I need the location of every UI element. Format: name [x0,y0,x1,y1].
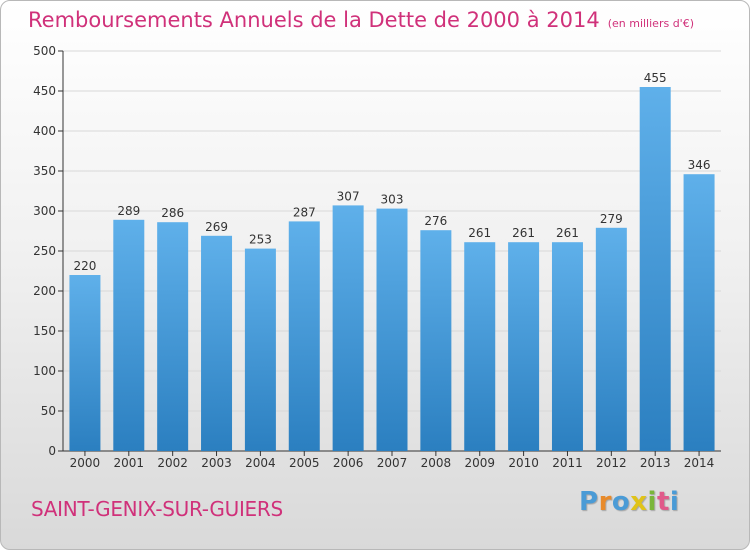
x-tick-label: 2008 [421,456,452,470]
x-tick-label: 2013 [640,456,671,470]
y-tick-label: 100 [33,364,56,378]
data-label: 269 [205,220,228,234]
data-label: 279 [600,212,623,226]
data-label: 220 [73,259,96,273]
x-tick-label: 2000 [70,456,101,470]
x-tick-label: 2012 [596,456,627,470]
x-tick-label: 2005 [289,456,320,470]
data-label: 455 [644,71,667,85]
y-tick-label: 50 [41,404,56,418]
data-label: 253 [249,233,272,247]
y-tick-label: 0 [48,444,56,458]
logo-letter: i [669,487,680,517]
x-tick-label: 2010 [508,456,539,470]
x-tick-label: 2003 [201,456,232,470]
data-label: 346 [688,158,711,172]
y-tick-label: 350 [33,164,56,178]
bar [113,219,145,451]
commune-name: SAINT-GENIX-SUR-GUIERS [31,497,283,521]
bar [508,242,540,451]
bar [595,227,627,451]
chart-title: Remboursements Annuels de la Dette de 20… [28,8,600,32]
bar [332,205,364,451]
logo-letter: t [656,487,670,517]
bar [464,242,496,451]
x-tick-label: 2007 [377,456,408,470]
data-label: 276 [424,214,447,228]
x-tick-label: 2006 [333,456,364,470]
bar [551,242,583,451]
x-tick-label: 2011 [552,456,583,470]
data-label: 287 [293,205,316,219]
data-label: 303 [381,193,404,207]
data-label: 261 [556,226,579,240]
x-tick-label: 2002 [157,456,188,470]
data-label: 261 [468,226,491,240]
data-label: 286 [161,206,184,220]
bar [157,222,189,451]
bar [288,221,320,451]
y-tick-label: 250 [33,244,56,258]
y-tick-label: 200 [33,284,56,298]
chart-title-row: Remboursements Annuels de la Dette de 20… [28,8,694,32]
logo-letter: i [647,487,657,517]
data-label: 261 [512,226,535,240]
data-label: 307 [337,189,360,203]
proxiti-logo: Proxiti [579,487,679,517]
bar [69,275,101,451]
x-tick-label: 2009 [464,456,495,470]
x-tick-label: 2001 [114,456,145,470]
bar [420,230,452,451]
x-tick-label: 2014 [684,456,715,470]
y-tick-label: 450 [33,84,56,98]
y-tick-label: 300 [33,204,56,218]
bar [639,87,671,451]
y-tick-label: 400 [33,124,56,138]
data-label: 289 [117,204,140,218]
unit-note: (en milliers d'€) [607,17,694,30]
bar [244,248,276,451]
logo-letter: o [611,487,631,517]
bar [683,174,715,451]
y-tick-label: 150 [33,324,56,338]
logo-letter: x [630,487,648,517]
bar [376,208,408,451]
y-tick-label: 500 [33,44,56,58]
logo-letter: r [598,487,612,517]
bar [201,235,233,451]
x-tick-label: 2004 [245,456,276,470]
logo-letter: P [579,487,599,517]
